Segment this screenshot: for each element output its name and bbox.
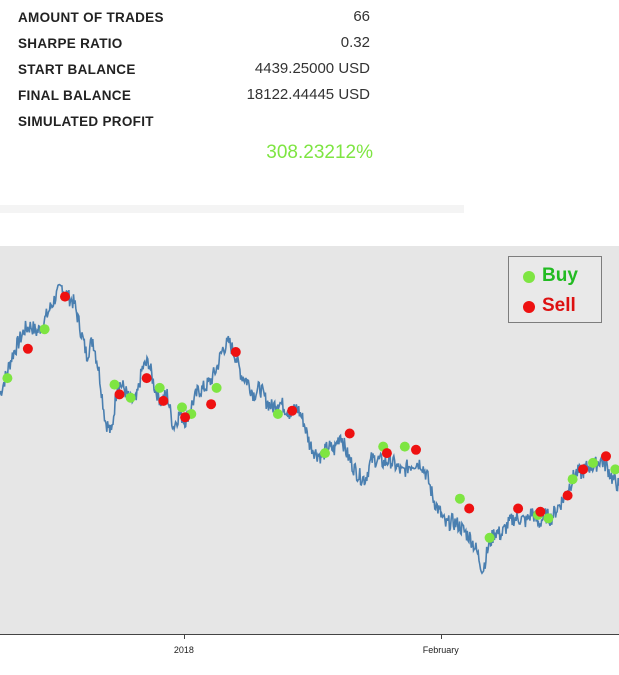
- buy-marker-9: [320, 448, 330, 459]
- sell-marker-15: [562, 490, 573, 501]
- sell-marker-6: [206, 399, 217, 410]
- sell-marker-11: [411, 444, 421, 455]
- legend-label-buy: Buy: [542, 265, 578, 286]
- stat-row-simulated-profit: SIMULATED PROFIT: [0, 114, 370, 134]
- sell-marker-5: [180, 412, 191, 423]
- chart-plot: [0, 283, 619, 575]
- stats-panel: AMOUNT OF TRADES 66 SHARPE RATIO 0.32 ST…: [0, 0, 619, 205]
- stat-value: 0.32: [340, 34, 370, 51]
- stat-label: AMOUNT OF TRADES: [18, 10, 164, 25]
- buy-marker-15: [543, 513, 554, 524]
- chart-legend: Buy Sell: [508, 256, 602, 323]
- buy-marker-11: [399, 441, 410, 452]
- stat-label: SIMULATED PROFIT: [18, 114, 154, 129]
- stat-row-sharpe: SHARPE RATIO 0.32: [0, 34, 370, 56]
- sell-marker-12: [464, 503, 475, 514]
- x-tick-label-1: February: [422, 645, 459, 655]
- stat-label: SHARPE RATIO: [18, 36, 123, 51]
- sell-marker-0: [22, 343, 33, 354]
- sell-marker-16: [578, 464, 589, 475]
- x-tick-0: [183, 635, 185, 639]
- sell-marker-1: [60, 291, 70, 302]
- buy-marker-12: [454, 493, 465, 504]
- stat-value: 18122.44445 USD: [246, 86, 370, 103]
- buy-marker-0: [2, 373, 13, 384]
- x-tick-label-0: 2018: [173, 645, 194, 655]
- sell-marker-7: [230, 347, 241, 357]
- price-chart: Buy Sell: [0, 246, 619, 674]
- stat-row-trades: AMOUNT OF TRADES 66: [0, 8, 370, 30]
- price-line: [0, 283, 619, 575]
- buy-marker-3: [125, 392, 136, 403]
- sell-marker-4: [158, 395, 169, 406]
- stat-row-final-balance: FINAL BALANCE 18122.44445 USD: [0, 86, 370, 108]
- buy-marker-13: [484, 532, 495, 543]
- x-tick-1: [440, 635, 442, 639]
- sell-marker-13: [513, 503, 524, 514]
- buy-marker-1: [39, 324, 50, 335]
- sell-marker-icon: [523, 301, 535, 313]
- buy-marker-4: [154, 382, 165, 393]
- stat-row-start-balance: START BALANCE 4439.25000 USD: [0, 60, 370, 82]
- buy-marker-17: [588, 457, 598, 468]
- buy-marker-16: [567, 474, 578, 485]
- sell-marker-9: [344, 428, 355, 439]
- stat-label: START BALANCE: [18, 62, 136, 77]
- buy-marker-18: [610, 464, 619, 475]
- sell-marker-3: [141, 373, 152, 384]
- legend-label-sell: Sell: [542, 295, 576, 316]
- divider: [0, 205, 464, 213]
- sell-marker-17: [601, 451, 611, 462]
- x-axis: 2018 February: [0, 634, 619, 675]
- sell-marker-10: [381, 448, 392, 459]
- sell-marker-8: [287, 405, 298, 416]
- stat-value: 66: [353, 8, 370, 25]
- buy-marker-8: [272, 409, 283, 419]
- buy-marker-7: [211, 382, 222, 393]
- buy-marker-icon: [523, 271, 535, 283]
- stat-value: 4439.25000 USD: [254, 60, 370, 77]
- profit-value: 308.23212%: [266, 142, 373, 163]
- buy-marker-5: [177, 402, 187, 413]
- sell-marker-2: [114, 389, 125, 400]
- stat-label: FINAL BALANCE: [18, 88, 132, 103]
- buy-marker-2: [109, 379, 120, 390]
- sell-marker-14: [535, 506, 546, 517]
